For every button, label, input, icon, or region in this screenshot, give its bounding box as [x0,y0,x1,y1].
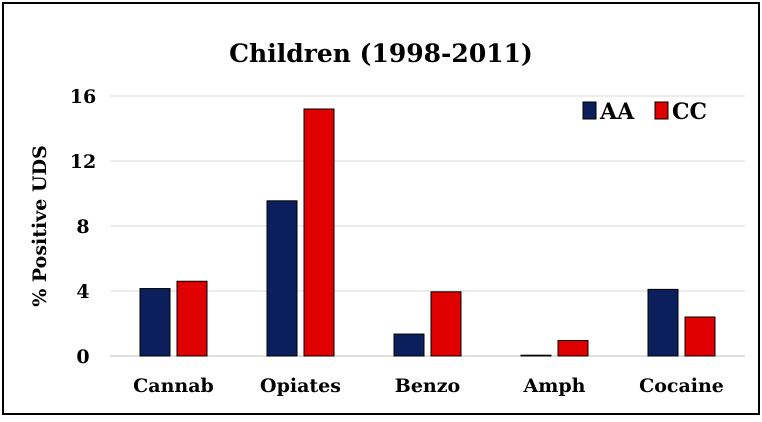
bar-aa-cannab [139,288,171,357]
legend-swatch-aa [582,101,597,120]
x-tick-label-cocaine: Cocaine [639,375,724,397]
x-tick-label-amph: Amph [523,375,586,397]
y-tick-label: 12 [70,151,96,173]
gridlines [110,95,745,357]
legend-label-cc: CC [672,99,707,125]
x-tick-label-benzo: Benzo [395,375,460,397]
legend-label-aa: AA [599,99,635,125]
y-tick-label: 8 [76,216,89,238]
y-tick-label: 4 [76,281,89,303]
x-tick-label-cannab: Cannab [133,375,214,397]
bar-aa-cocaine [647,288,679,357]
bar-aa-opiates [266,200,298,357]
y-axis-label: % Positive UDS [29,145,51,307]
y-axis-ticks: 0 4 8 12 16 [70,86,96,368]
bar-cc-cannab [176,280,208,357]
x-tick-label-opiates: Opiates [260,375,341,397]
bar-cc-amph [557,340,589,357]
bar-aa-benzo [393,333,425,357]
x-axis-ticks: Cannab Opiates Benzo Amph Cocaine [133,375,724,397]
legend: AA CC [582,99,707,125]
bars [139,108,716,357]
bar-cc-opiates [303,108,335,357]
bar-aa-amph [520,354,552,357]
legend-swatch-cc [654,101,669,120]
chart-title: Children (1998-2011) [229,39,533,68]
chart-border [2,2,760,415]
y-tick-label: 0 [76,346,89,368]
y-tick-label: 16 [70,86,96,108]
bar-cc-cocaine [684,316,716,357]
bar-cc-benzo [430,291,462,357]
